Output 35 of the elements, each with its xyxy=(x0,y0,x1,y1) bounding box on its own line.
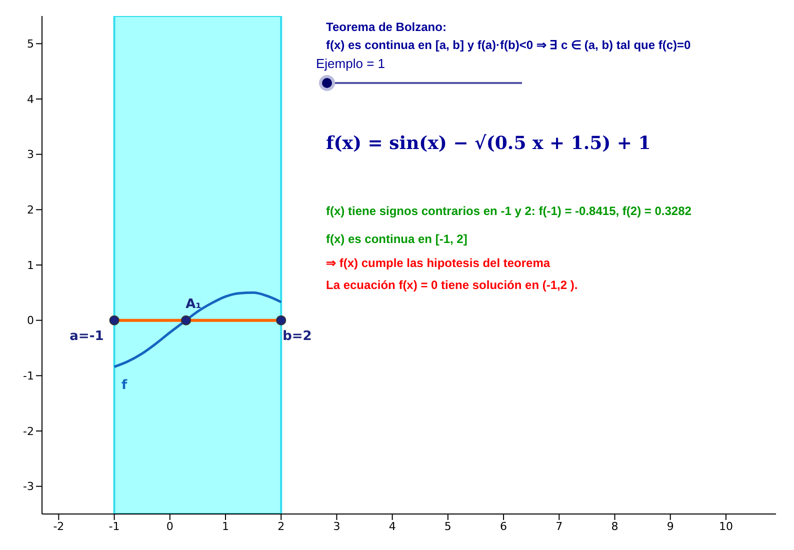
x-tick-label: -1 xyxy=(108,520,120,533)
annotation: f(x) tiene signos contrarios en -1 y 2: f(-1) = -0.8415, f(2) = 0.3282 xyxy=(326,204,692,218)
x-tick-label: 3 xyxy=(333,520,340,533)
x-tick-label: 5 xyxy=(444,520,452,533)
x-tick-label: 1 xyxy=(222,520,229,533)
annotation: Teorema de Bolzano: xyxy=(326,20,448,34)
line-series xyxy=(113,291,282,368)
y-tick-label: 2 xyxy=(27,204,34,217)
annotation: f(x) = sin(x) − √(0.5 x + 1.5) + 1 xyxy=(326,133,652,154)
series-label: a=-1 xyxy=(70,328,104,344)
annotation: ⇒ f(x) cumple las hipotesis del teorema xyxy=(326,256,552,270)
x-tick-label: 9 xyxy=(666,520,674,533)
x-tick-label: 10 xyxy=(718,520,733,533)
x-tick-label: -2 xyxy=(53,520,64,533)
y-tick-label: 4 xyxy=(27,92,34,106)
x-tick-label: 4 xyxy=(388,520,396,533)
x-tick-label: 6 xyxy=(500,520,508,533)
annotation: f(x) es continua en [a, b] y f(a)·f(b)<0 ⇒ ∃ c ∈ (a, b) tal que f(c)=0 xyxy=(326,38,692,52)
series-label: A₁ xyxy=(186,296,202,312)
x-tick-label: 7 xyxy=(556,520,563,533)
series-label: b=2 xyxy=(282,328,312,344)
y-tick-label: 0 xyxy=(27,314,34,328)
y-tick-label: -2 xyxy=(23,424,34,438)
y-tick-label: 1 xyxy=(27,258,34,272)
x-tick-label: 8 xyxy=(611,520,618,533)
series-label: f xyxy=(121,378,128,393)
annotation: Ejemplo = 1 xyxy=(316,56,386,71)
y-tick-label: 3 xyxy=(27,148,34,162)
x-tick-label: 2 xyxy=(278,520,285,533)
y-tick-label: -1 xyxy=(23,370,34,383)
y-tick-label: 5 xyxy=(27,38,34,51)
annotation: La ecuación f(x) = 0 tiene solución en (-1,2 ). xyxy=(326,278,579,292)
x-tick-label: 0 xyxy=(166,520,174,533)
y-tick-label: -3 xyxy=(23,480,34,494)
annotation: f(x) es continua en [-1, 2] xyxy=(326,232,468,246)
